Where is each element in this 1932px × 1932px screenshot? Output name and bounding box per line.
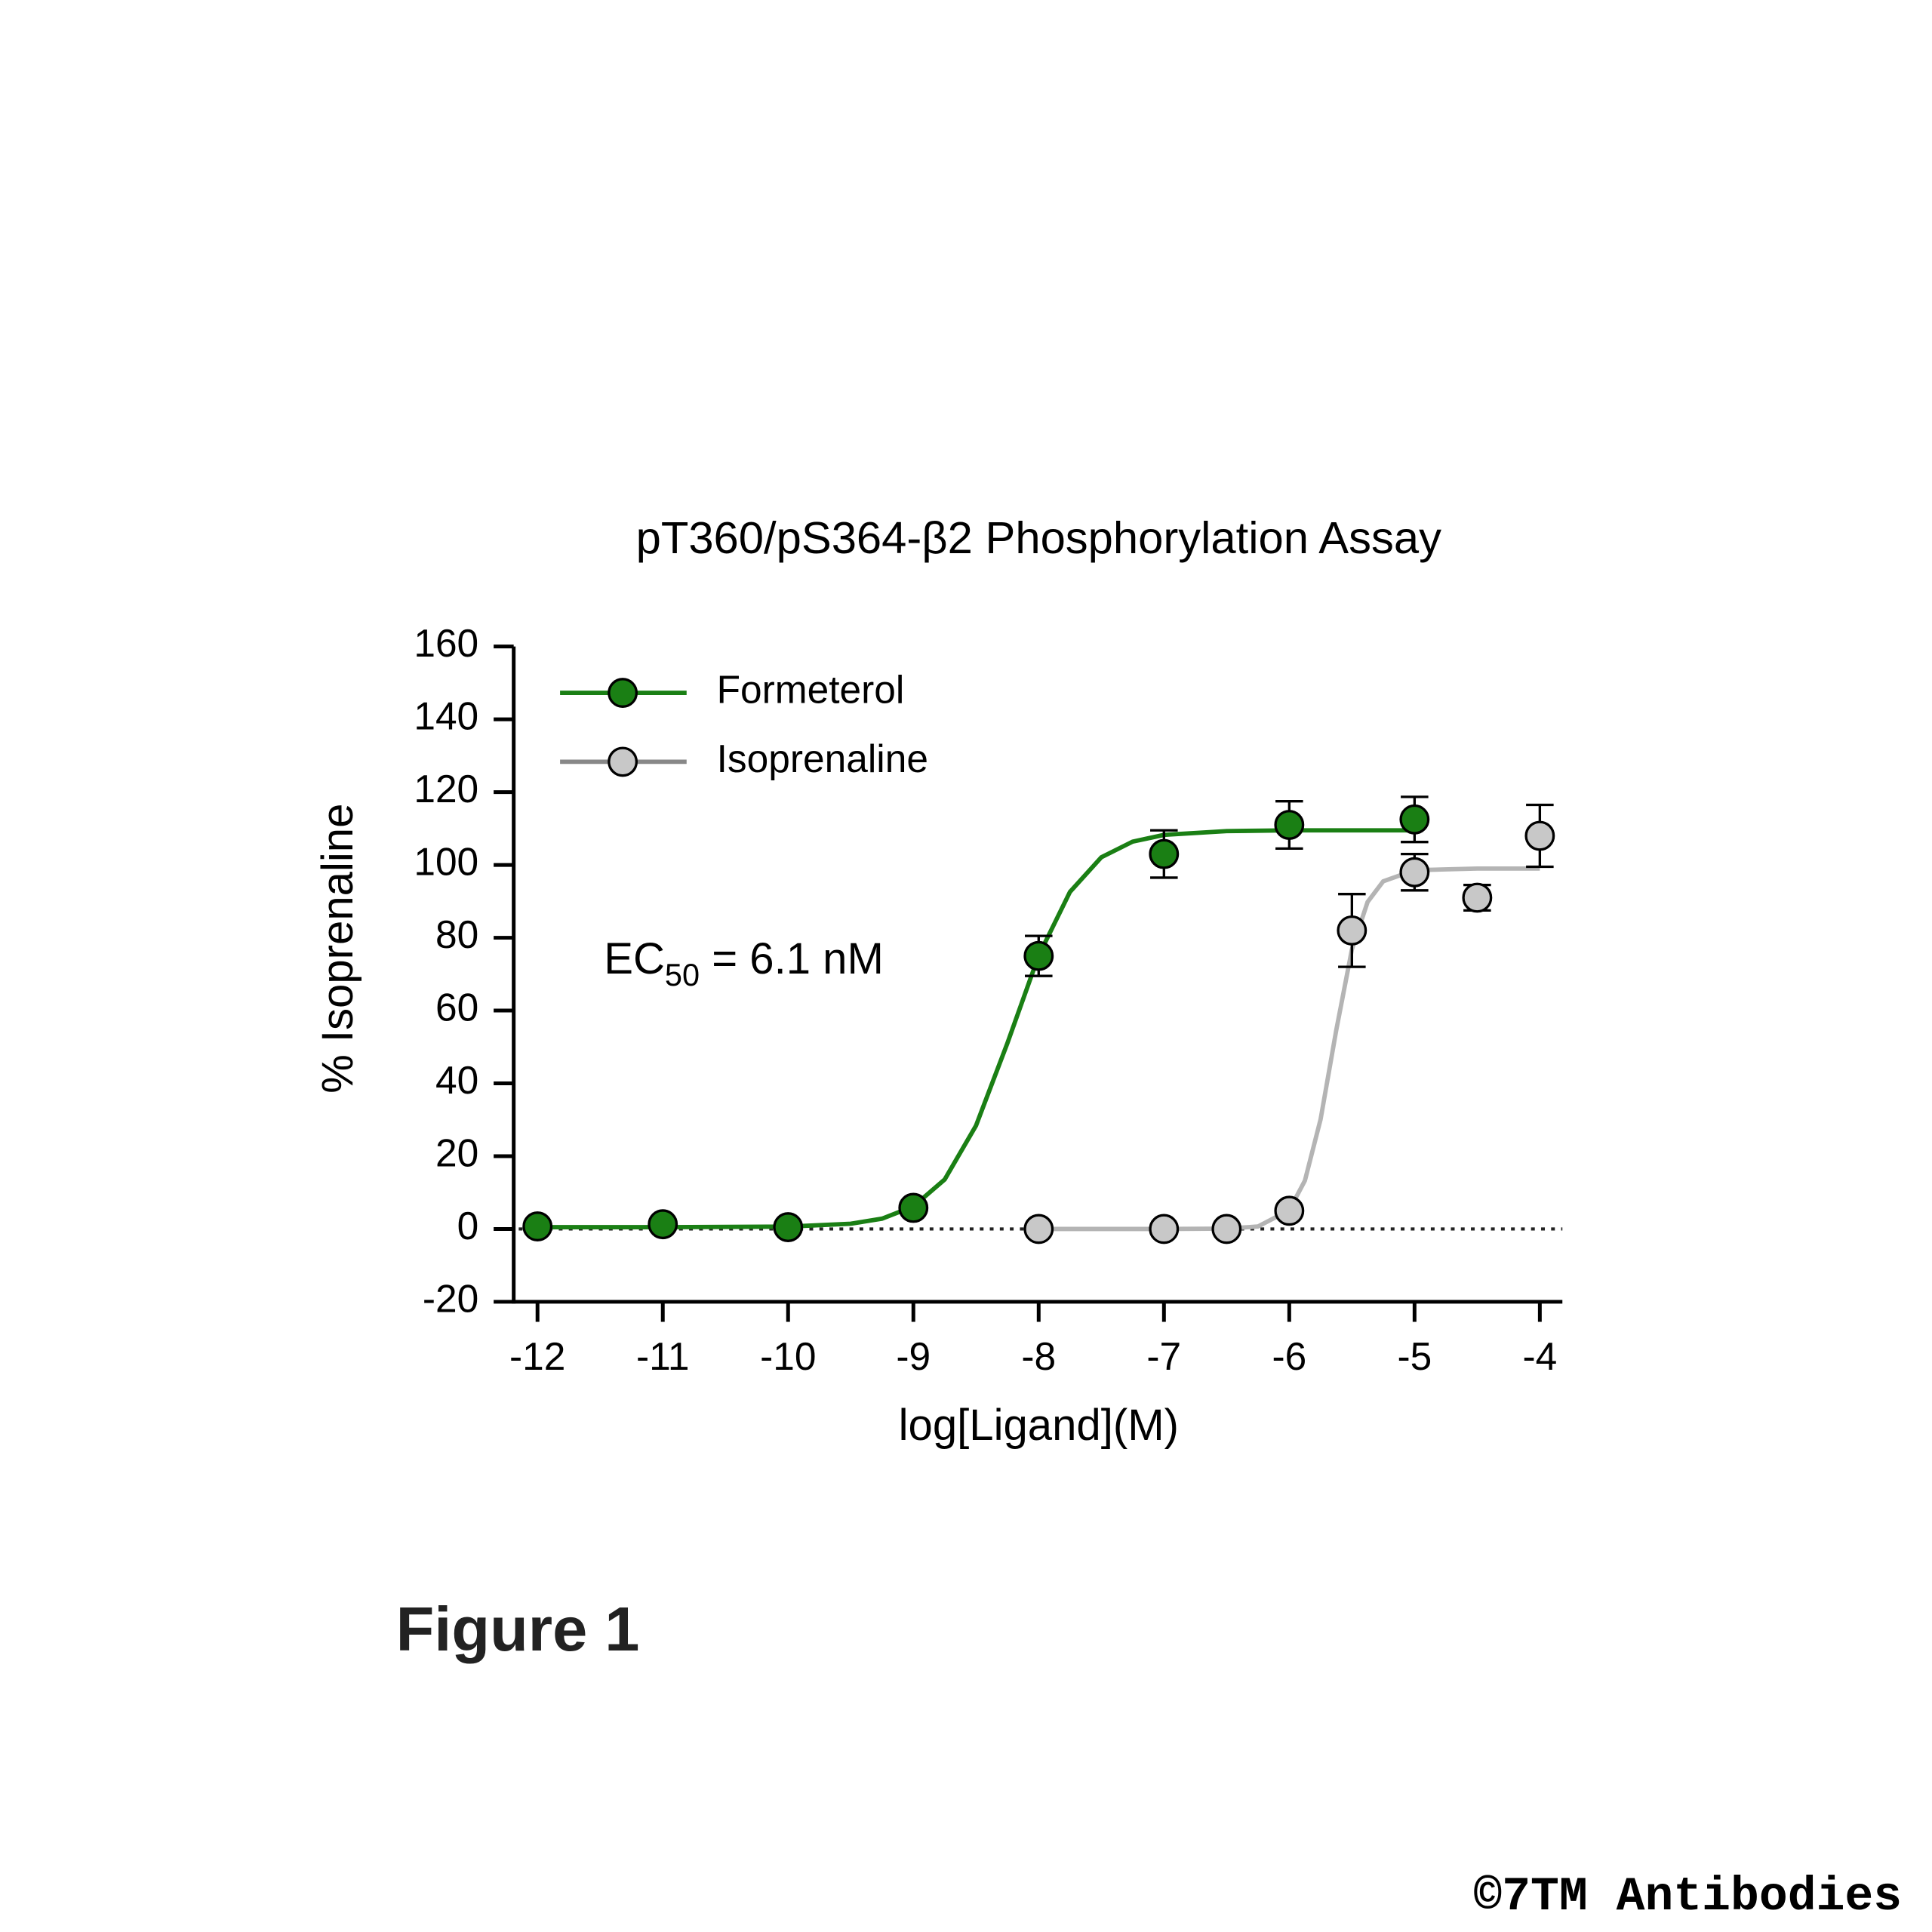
chart-title: pT360/pS364-β2 Phosphorylation Assay — [636, 512, 1442, 563]
y-tick-label: 0 — [457, 1204, 479, 1247]
x-tick-label: -5 — [1397, 1334, 1432, 1378]
y-axis-label: % Isoprenaline — [313, 804, 362, 1094]
data-point — [1337, 915, 1367, 946]
figure-label: Figure 1 — [396, 1594, 640, 1664]
data-point — [522, 1211, 553, 1241]
data-point — [1274, 810, 1305, 840]
legend-marker — [608, 678, 638, 709]
data-point — [1524, 820, 1555, 851]
data-point — [898, 1192, 929, 1223]
y-tick-label: 80 — [435, 912, 478, 956]
footer: ©7TM Antibodies — [1473, 1869, 1902, 1924]
x-tick-label: -4 — [1522, 1334, 1557, 1378]
legend-label: Formeterol — [717, 668, 905, 712]
x-axis-label: log[Ligand](M) — [899, 1401, 1179, 1450]
y-tick-label: 20 — [435, 1131, 478, 1175]
data-point — [1023, 940, 1054, 971]
data-point — [1149, 838, 1180, 869]
y-tick-label: 140 — [414, 694, 478, 738]
legend-marker — [608, 746, 638, 777]
y-tick-label: 100 — [414, 840, 478, 884]
y-tick-label: -20 — [423, 1277, 478, 1321]
x-tick-label: -6 — [1272, 1334, 1306, 1378]
annotation: EC50 = 6.1 nM — [604, 934, 884, 992]
data-point — [1462, 882, 1493, 913]
y-tick-label: 40 — [435, 1058, 478, 1102]
data-point — [648, 1209, 678, 1240]
x-tick-label: -7 — [1146, 1334, 1181, 1378]
x-tick-label: -8 — [1021, 1334, 1056, 1378]
data-point — [1211, 1214, 1242, 1244]
legend-label: Isoprenaline — [717, 737, 928, 780]
fit-curve — [1038, 866, 1540, 1232]
y-tick-label: 120 — [414, 767, 478, 811]
x-tick-label: -11 — [636, 1334, 690, 1378]
fit-curve — [537, 828, 1415, 1229]
data-point — [1399, 857, 1430, 888]
y-tick-label: 60 — [435, 986, 478, 1029]
data-point — [1149, 1214, 1180, 1244]
x-tick-label: -10 — [760, 1334, 816, 1378]
annotation-subscript: 50 — [665, 957, 700, 992]
annotation-text: EC — [604, 934, 665, 983]
annotation-rest: = 6.1 nM — [700, 934, 884, 983]
data-point — [1274, 1195, 1305, 1226]
y-tick-label: 160 — [414, 621, 478, 665]
data-point — [773, 1212, 804, 1242]
x-tick-label: -9 — [896, 1334, 931, 1378]
data-point — [1023, 1214, 1054, 1244]
x-tick-label: -12 — [509, 1334, 565, 1378]
data-point — [1399, 804, 1430, 835]
